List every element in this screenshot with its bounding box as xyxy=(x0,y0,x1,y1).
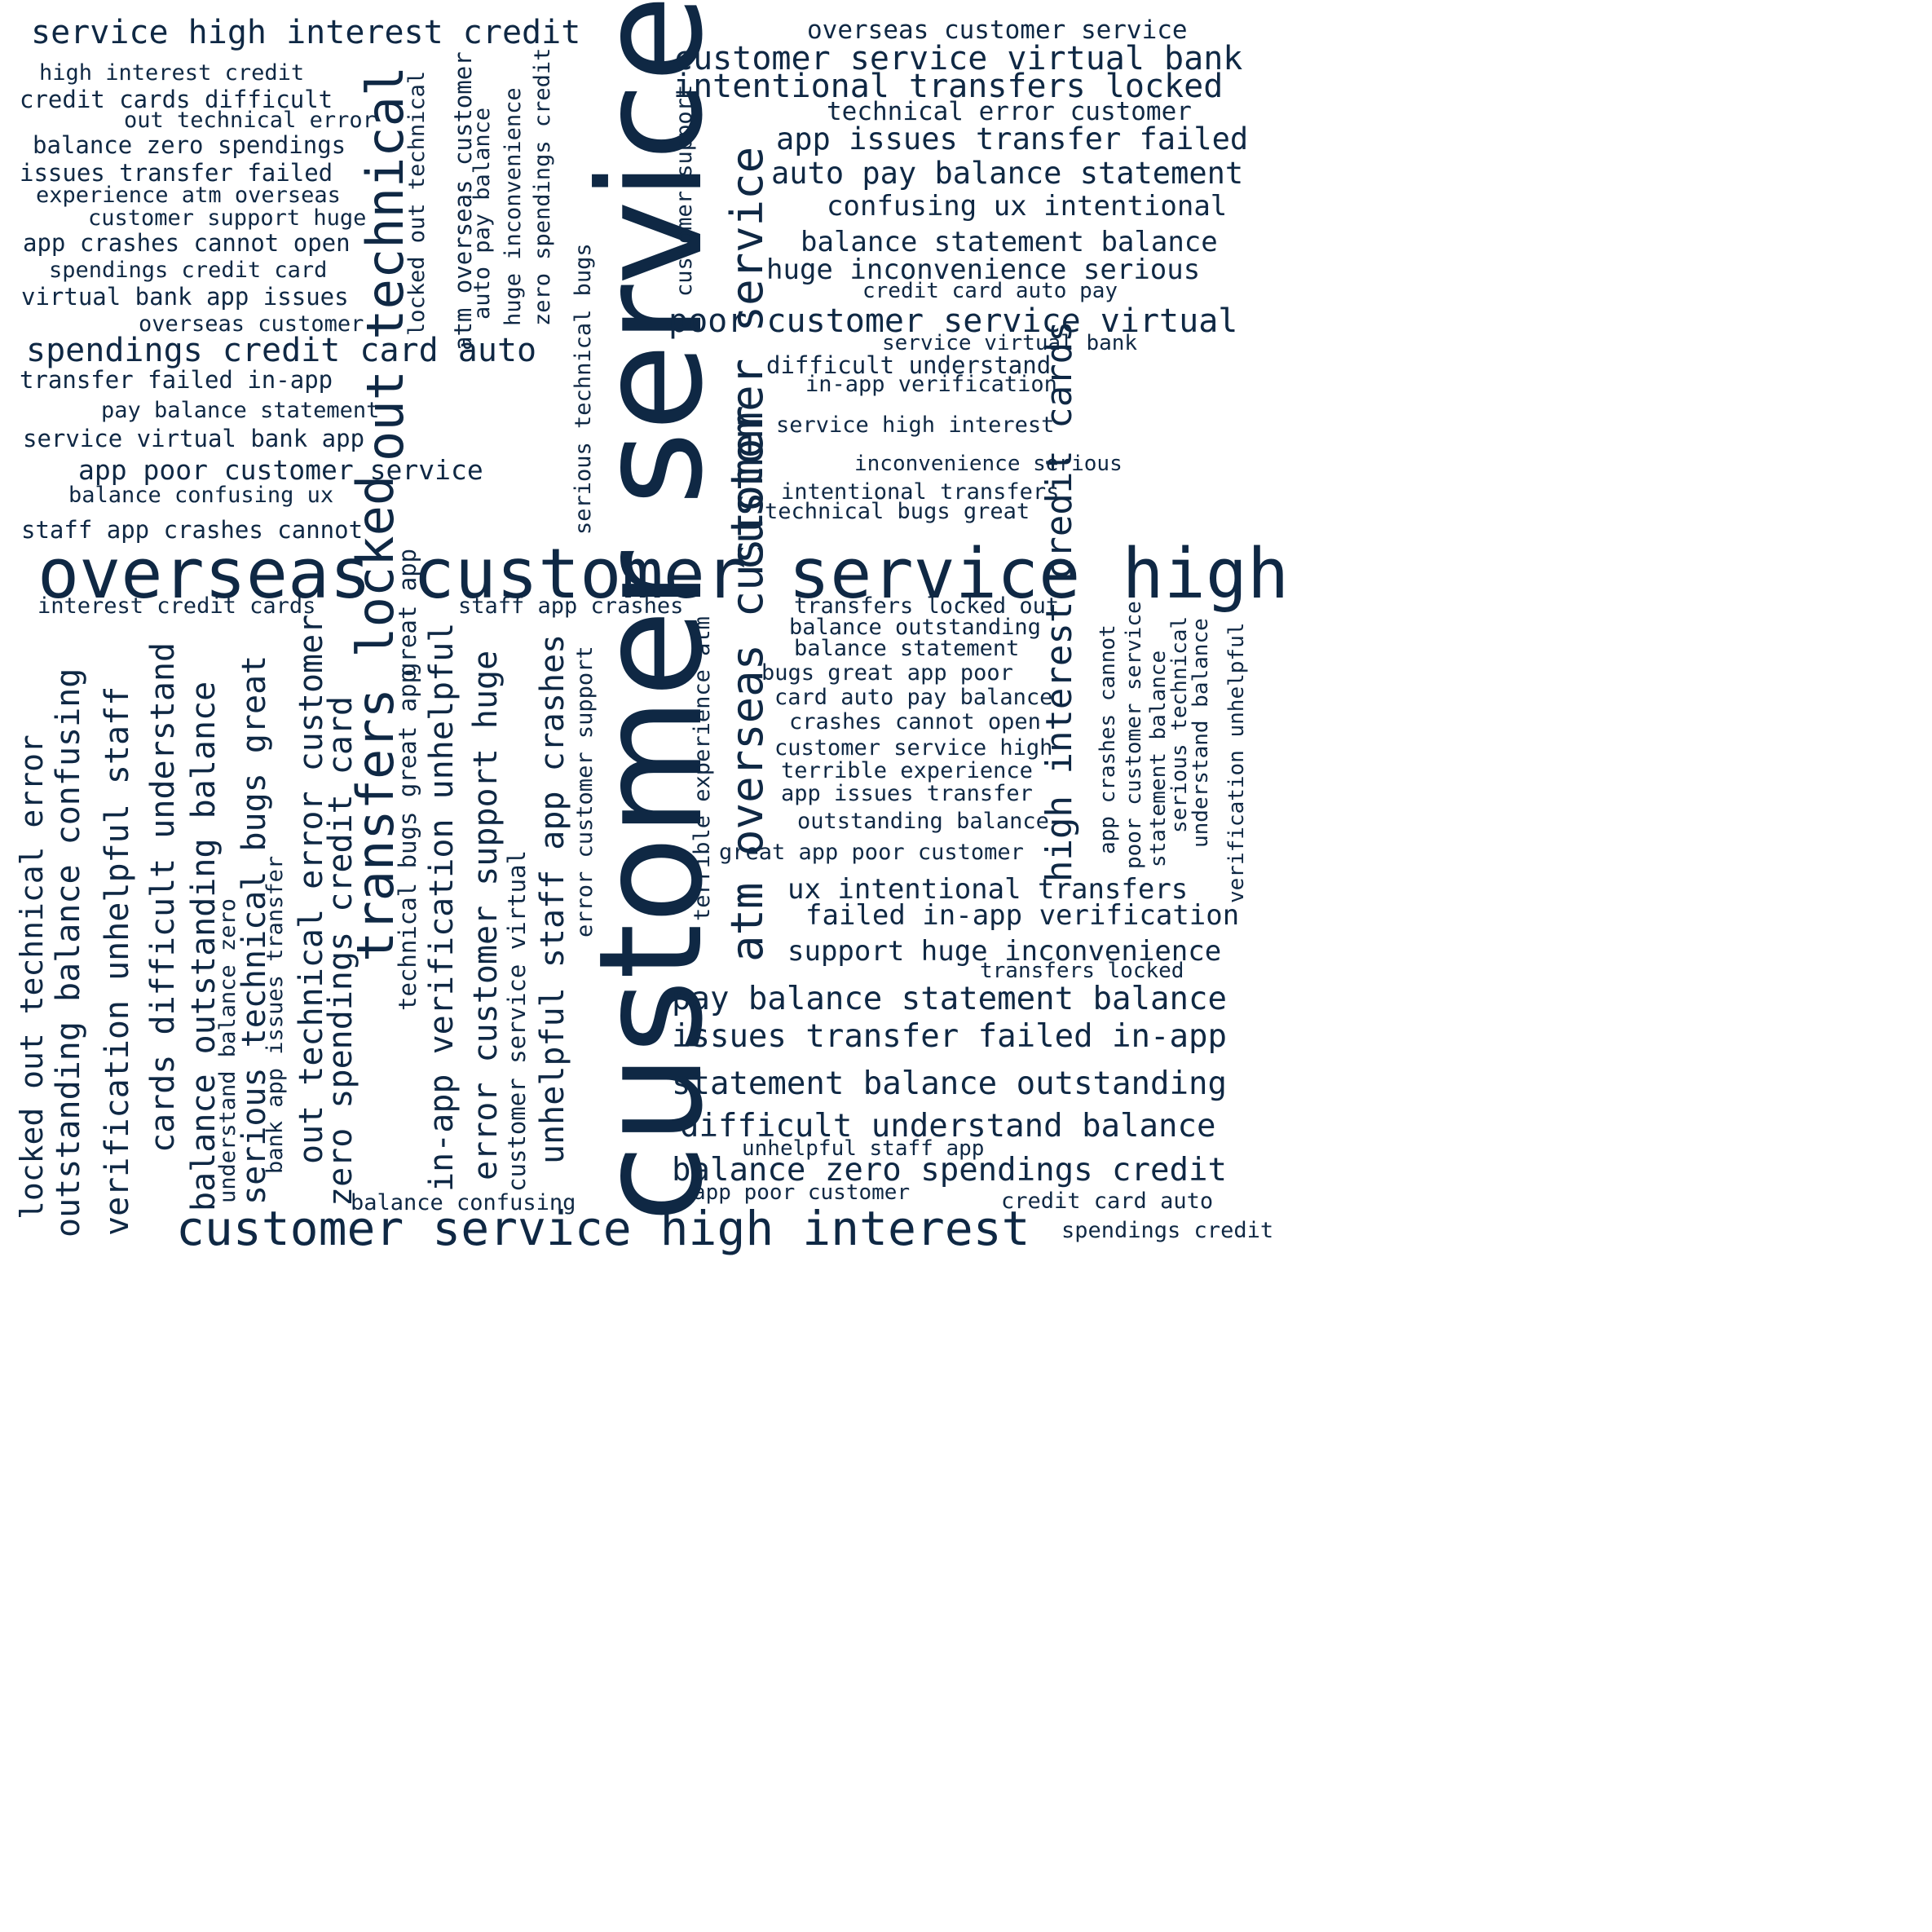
word-pay-balance-statement-balance: pay balance statement balance xyxy=(672,981,1227,1017)
word-issues-transfer-failed: issues transfer failed xyxy=(20,159,333,187)
word-crashes-cannot-open: crashes cannot open xyxy=(789,709,1041,734)
word-statement-balance: statement balance xyxy=(1146,650,1171,867)
word-credit-card-auto: credit card auto xyxy=(1001,1189,1214,1214)
word-staff-app-crashes-cannot: staff app crashes cannot xyxy=(21,516,364,544)
word-issues-transfer-failed-in-app: issues transfer failed in-app xyxy=(672,1018,1227,1055)
word-pay-balance-statement: pay balance statement xyxy=(101,398,380,423)
word-confusing-ux-intentional: confusing ux intentional xyxy=(827,190,1228,223)
word-out-technical-error: out technical error xyxy=(124,108,376,133)
word-balance-zero-spendings: balance zero spendings xyxy=(33,131,346,159)
word-overseas-customer-service-high: overseas customer service high xyxy=(37,534,1290,615)
word-transfer-failed-in-app: transfer failed in-app xyxy=(20,366,333,394)
word-support-huge-inconvenience: support huge inconvenience xyxy=(787,935,1222,968)
word-error-customer-support-huge: error customer support huge xyxy=(467,650,505,1180)
word-in-app-verification: in-app verification xyxy=(805,372,1057,397)
word-balance-statement: balance statement xyxy=(794,636,1020,661)
word-app-issues-transfer-failed: app issues transfer failed xyxy=(776,121,1249,157)
word-customer-support-huge: customer support huge xyxy=(88,205,367,231)
word-credit-card-auto-pay: credit card auto pay xyxy=(862,279,1118,303)
word-customer-service-high: customer service high xyxy=(774,735,1053,761)
word-experience-atm-overseas: experience atm overseas xyxy=(36,183,341,208)
word-credit-cards-difficult: credit cards difficult xyxy=(20,86,333,113)
word-technical-bugs-great: technical bugs great xyxy=(765,499,1030,524)
word-terrible-experience-atm: terrible experience atm xyxy=(690,616,715,921)
word-customer-service-virtual: customer service virtual xyxy=(503,849,531,1192)
word-balance-statement-balance: balance statement balance xyxy=(801,226,1218,258)
word-intentional-transfers-locked: intentional transfers locked xyxy=(673,68,1224,105)
word-bank-app-issues-transfer: bank app issues transfer xyxy=(262,855,288,1174)
word-statement-balance-outstanding: statement balance outstanding xyxy=(672,1065,1227,1102)
word-technical-error-customer: technical error customer xyxy=(827,97,1192,126)
word-transfers-locked-out: transfers locked out xyxy=(794,593,1060,619)
word-app-crashes-cannot: app crashes cannot xyxy=(1096,624,1120,854)
word-zero-spendings-credit-card: zero spendings credit card xyxy=(322,695,359,1206)
word-auto-pay-balance: auto pay balance xyxy=(470,107,495,320)
word-app-poor-customer-service: app poor customer service xyxy=(78,454,483,486)
word-customer-support: customer support xyxy=(672,84,697,297)
word-verification-unhelpful-staff: verification unhelpful staff xyxy=(99,686,136,1236)
word-great-app: great app xyxy=(394,548,421,677)
word-ux-intentional-transfers: ux intentional transfers xyxy=(787,873,1189,906)
word-cards-difficult-understand: cards difficult understand xyxy=(144,642,182,1153)
word-overseas-customer: overseas customer xyxy=(139,311,364,337)
word-in-app-verification-unhelpful: in-app verification unhelpful xyxy=(423,622,461,1192)
word-poor-customer-service: poor customer service xyxy=(1122,601,1146,869)
word-serious-technical-bugs: serious technical bugs xyxy=(571,243,596,535)
word-customer-service-virtual-bank: customer service virtual bank xyxy=(673,40,1243,77)
word-understand-balance-zero: understand balance zero xyxy=(215,898,240,1203)
word-app-issues-transfer: app issues transfer xyxy=(781,781,1033,806)
word-transfers-locked-small: transfers locked xyxy=(980,959,1184,983)
word-difficult-understand-balance: difficult understand balance xyxy=(680,1108,1216,1145)
word-service-virtual-bank: service virtual bank xyxy=(882,331,1138,355)
word-outstanding-balance-confusing: outstanding balance confusing xyxy=(50,668,87,1237)
word-spendings-credit-card: spendings credit card xyxy=(49,258,328,283)
word-app-crashes-cannot-open: app crashes cannot open xyxy=(23,229,351,257)
word-interest-credit-cards: interest credit cards xyxy=(37,593,316,619)
word-spendings-credit: spendings credit xyxy=(1061,1218,1274,1243)
word-error-customer-support: error customer support xyxy=(572,646,598,937)
word-balance-zero-spendings-credit: balance zero spendings credit xyxy=(672,1152,1227,1189)
word-card-auto-pay-balance: card auto pay balance xyxy=(774,685,1053,710)
word-terrible-experience: terrible experience xyxy=(781,758,1033,783)
word-balance-outstanding: balance outstanding xyxy=(789,615,1041,640)
word-balance-confusing-ux: balance confusing ux xyxy=(68,483,334,508)
word-unhelpful-staff-app: unhelpful staff app xyxy=(742,1136,985,1161)
word-huge-inconvenience: huge inconvenience xyxy=(501,87,526,326)
word-great-app-poor-customer: great app poor customer xyxy=(719,840,1024,865)
word-service-high-interest: service high interest xyxy=(776,412,1055,438)
word-outstanding-balance: outstanding balance xyxy=(797,809,1049,834)
word-locked-out-technical: locked out technical xyxy=(404,70,430,336)
word-huge-inconvenience-serious: huge inconvenience serious xyxy=(766,254,1201,286)
word-balance-confusing: balance confusing xyxy=(351,1190,576,1215)
word-verification-unhelpful: verification unhelpful xyxy=(1224,622,1249,903)
word-technical-bugs-great-app: technical bugs great app xyxy=(394,668,421,1011)
word-inconvenience-serious: inconvenience serious xyxy=(854,452,1123,476)
word-bugs-great-app-poor: bugs great app poor xyxy=(761,660,1013,686)
word-failed-in-app-verification: failed in-app verification xyxy=(805,899,1240,932)
word-understand-balance: understand balance xyxy=(1189,618,1213,848)
word-customer-service-high-interest: customer service high interest xyxy=(176,1201,1030,1256)
word-poor-customer-service-virtual: poor customer service virtual xyxy=(668,302,1238,340)
word-spendings-credit-card-auto: spendings credit card auto xyxy=(26,332,537,369)
word-locked-out-technical-error: locked out technical error xyxy=(14,734,50,1220)
word-serious-technical: serious technical xyxy=(1167,615,1192,833)
word-difficult-understand: difficult understand xyxy=(766,351,1052,379)
word-auto-pay-balance-statement: auto pay balance statement xyxy=(771,156,1244,191)
word-intentional-transfers: intentional transfers xyxy=(781,479,1060,505)
word-zero-spendings-credit: zero spendings credit xyxy=(530,47,555,326)
word-unhelpful-staff-app-crashes: unhelpful staff app crashes xyxy=(534,633,571,1164)
word-service-high-interest-credit: service high interest credit xyxy=(31,14,581,51)
word-high-interest-credit: high interest credit xyxy=(39,60,305,86)
word-staff-app-crashes: staff app crashes xyxy=(458,593,684,619)
word-app-poor-customer: app poor customer xyxy=(693,1180,911,1205)
word-virtual-bank-app-issues: virtual bank app issues xyxy=(21,283,349,311)
word-overseas-customer-service: overseas customer service xyxy=(807,15,1188,45)
word-service-virtual-bank-app: service virtual bank app xyxy=(23,425,365,452)
